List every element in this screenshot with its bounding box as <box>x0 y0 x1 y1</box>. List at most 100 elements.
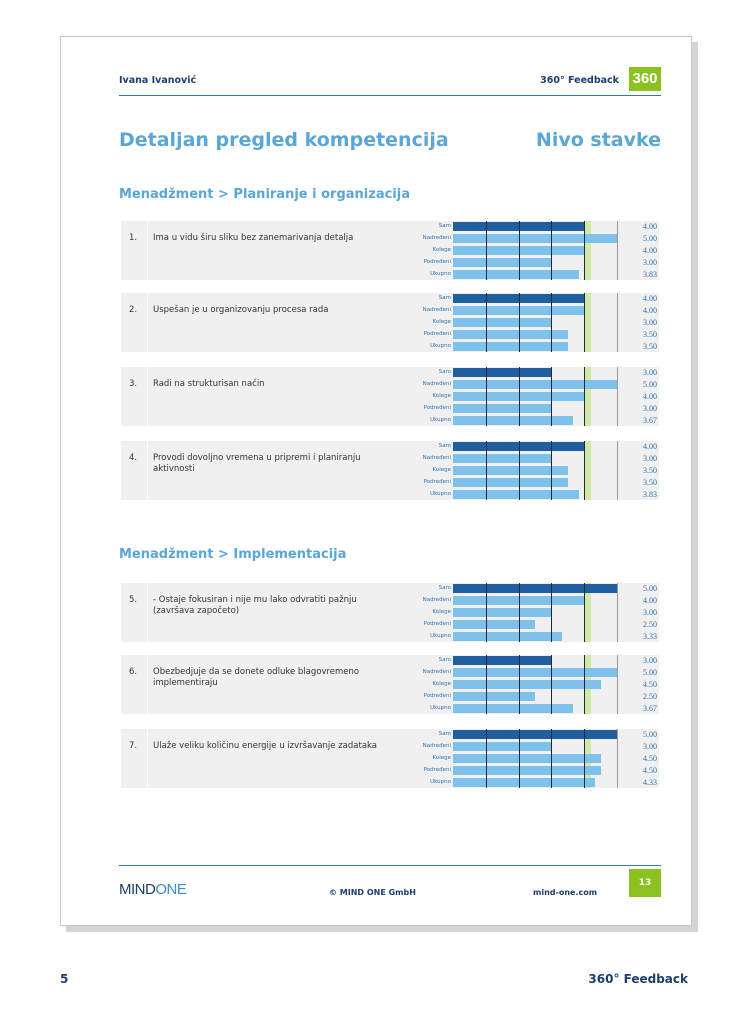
item-number: 3. <box>129 379 138 389</box>
viewer-document-title: 360° Feedback <box>588 972 688 986</box>
rating-bars <box>453 293 617 352</box>
rater-group-label: Nadređeni <box>422 597 451 603</box>
rating-value: 3.33 <box>643 632 657 641</box>
scale-gridline <box>551 655 553 714</box>
rater-group-label: Ukupno <box>430 343 451 349</box>
rater-group-label: Ukupno <box>430 491 451 497</box>
rater-group-label: Kolege <box>432 609 452 615</box>
rater-group-label: Sam <box>438 443 451 449</box>
rating-value: 3.00 <box>643 656 657 665</box>
scale-gridline <box>551 441 553 500</box>
rating-bar <box>453 608 552 617</box>
rating-value: 3.67 <box>643 704 657 713</box>
competency-item: 3. Radi na strukturisan način Sam 3.00 Nadre… <box>121 367 659 426</box>
rating-value: 4.50 <box>643 680 657 689</box>
rating-rows: Sam 3.00 Nadređeni 5.00 Kolege 4.00 Podređeni 3… <box>367 367 659 426</box>
scale-gridline <box>518 729 520 788</box>
rating-bar <box>453 404 552 413</box>
rater-group-label: Sam <box>438 585 451 591</box>
item-text: Obezbedjuje da se donete odluke blagovre… <box>153 667 360 688</box>
self-rating-bar <box>453 584 617 593</box>
rating-bar <box>453 318 552 327</box>
scale-gridline <box>584 583 586 642</box>
value-divider <box>617 221 618 280</box>
rater-group-label: Ukupno <box>430 633 451 639</box>
scale-gridline <box>485 221 487 280</box>
norm-band <box>584 441 591 500</box>
rating-rows: Sam 4.00 Nadređeni 4.00 Kolege 3.00 Podređeni 3… <box>367 293 659 352</box>
rater-group-label: Ukupno <box>430 417 451 423</box>
rater-group-label: Podređeni <box>423 693 451 699</box>
value-divider <box>617 583 618 642</box>
competency-item: 1. Ima u vidu širu sliku bez zanemarivanj… <box>121 221 659 280</box>
item-number: 6. <box>129 667 138 677</box>
competency-item: 4. Provodi dovoljno vremena u pripremi i … <box>121 441 659 500</box>
scale-gridline <box>485 293 487 352</box>
rating-value: 4.00 <box>643 294 657 303</box>
item-text: Uspešan je u organizovanju procesa rada <box>153 305 329 315</box>
scale-gridline <box>551 729 553 788</box>
rating-bar <box>453 692 535 701</box>
rating-value: 3.83 <box>643 490 657 499</box>
rating-value: 3.00 <box>643 258 657 267</box>
rating-bar <box>453 632 563 641</box>
rater-group-label: Nadređeni <box>422 381 451 387</box>
item-text: - Ostaje fokusiran i nije mu lako odvrat… <box>153 595 357 616</box>
scale-gridline <box>485 583 487 642</box>
scale-gridline <box>518 221 520 280</box>
page-number-badge: 13 <box>629 869 661 897</box>
report-type: 360° Feedback <box>540 75 619 86</box>
rating-bars <box>453 729 617 788</box>
item-text: Ima u vidu širu sliku bez zanemarivanja … <box>153 233 354 243</box>
norm-band <box>584 367 591 426</box>
competency-item: 2. Uspešan je u organizovanju procesa rad… <box>121 293 659 352</box>
rater-group-label: Podređeni <box>423 331 451 337</box>
rating-bar <box>453 454 552 463</box>
rater-group-label: Podređeni <box>423 621 451 627</box>
rater-group-label: Sam <box>438 731 451 737</box>
rating-value: 2.50 <box>643 620 657 629</box>
rating-value: 5.00 <box>643 668 657 677</box>
rating-value: 4.00 <box>643 442 657 451</box>
scale-gridline <box>584 367 586 426</box>
item-text: Radi na strukturisan način <box>153 379 265 389</box>
rating-bar <box>453 490 579 499</box>
value-divider <box>617 729 618 788</box>
rating-value: 4.00 <box>643 306 657 315</box>
rating-value: 5.00 <box>643 730 657 739</box>
item-separator <box>147 221 148 280</box>
scale-gridline <box>551 221 553 280</box>
rating-value: 4.00 <box>643 596 657 605</box>
rating-value: 5.00 <box>643 380 657 389</box>
rater-group-label: Kolege <box>432 467 452 473</box>
rating-bar <box>453 478 568 487</box>
report-page: Ivana Ivanović 360° Feedback 360 Detalja… <box>60 36 692 926</box>
rater-group-label: Kolege <box>432 247 452 253</box>
rater-group-label: Kolege <box>432 681 452 687</box>
item-text: Ulaže veliku količinu energije u izvršav… <box>153 741 378 751</box>
rating-value: 4.50 <box>643 754 657 763</box>
rating-value: 3.00 <box>643 454 657 463</box>
person-name: Ivana Ivanović <box>119 75 197 86</box>
item-number: 7. <box>129 741 138 751</box>
item-separator <box>147 293 148 352</box>
rating-value: 3.83 <box>643 270 657 279</box>
rating-bars <box>453 367 617 426</box>
rating-rows: Sam 5.00 Nadređeni 3.00 Kolege 4.50 Podređeni 4… <box>367 729 659 788</box>
rater-group-label: Sam <box>438 369 451 375</box>
item-separator <box>147 367 148 426</box>
scale-gridline <box>584 655 586 714</box>
rating-value: 4.33 <box>643 778 657 787</box>
competency-item: 7. Ulaže veliku količinu energije u izvrš… <box>121 729 659 788</box>
rater-group-label: Podređeni <box>423 767 451 773</box>
value-divider <box>617 441 618 500</box>
scale-gridline <box>584 441 586 500</box>
rater-group-label: Sam <box>438 223 451 229</box>
rating-bars <box>453 583 617 642</box>
rater-group-label: Nadređeni <box>422 743 451 749</box>
rater-group-label: Sam <box>438 657 451 663</box>
scale-gridline <box>485 441 487 500</box>
rating-bar <box>453 668 617 677</box>
scale-gridline <box>584 729 586 788</box>
page-subtitle: Nivo stavke <box>535 129 661 151</box>
